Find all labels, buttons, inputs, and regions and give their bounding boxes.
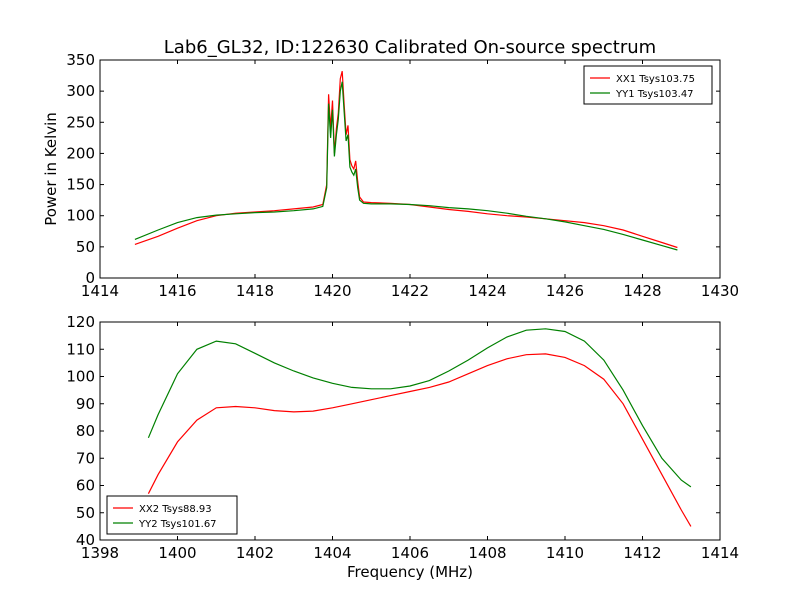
x-tick-label: 1402 xyxy=(236,544,274,562)
legend-box xyxy=(583,65,713,105)
legend-label: XX2 Tsys88.93 xyxy=(139,504,212,515)
x-tick-label: 1414 xyxy=(701,544,739,562)
y-tick-label: 50 xyxy=(76,238,95,256)
series-line-1 xyxy=(147,353,692,527)
legend-label: YY1 Tsys103.47 xyxy=(615,89,694,100)
y-tick-label: 350 xyxy=(66,51,95,69)
y-tick-label: 250 xyxy=(66,113,95,131)
legend: XX2 Tsys88.93 YY2 Tsys101.67 xyxy=(106,495,238,535)
x-tick-label: 1412 xyxy=(623,544,661,562)
x-axis-label: Frequency (MHz) xyxy=(347,563,473,581)
y-tick-label: 60 xyxy=(76,477,95,495)
x-tick-label: 1398 xyxy=(81,544,119,562)
series-line-2 xyxy=(147,328,692,488)
y-tick-label: 90 xyxy=(76,395,95,413)
y-tick-label: 70 xyxy=(76,449,95,467)
x-tick-label: 1418 xyxy=(236,282,274,300)
x-tick-label: 1410 xyxy=(546,544,584,562)
y-tick-label: 100 xyxy=(66,207,95,225)
legend: XX1 Tsys103.75 YY1 Tsys103.47 xyxy=(583,65,713,105)
x-tick-label: 1414 xyxy=(81,282,119,300)
x-tick-label: 1404 xyxy=(313,544,351,562)
x-tick-label: 1406 xyxy=(391,544,429,562)
y-tick-label: 150 xyxy=(66,176,95,194)
x-tick-label: 1426 xyxy=(546,282,584,300)
x-tick-label: 1428 xyxy=(623,282,661,300)
legend-box xyxy=(106,495,238,535)
series-line-2 xyxy=(134,81,678,251)
y-axis-label: Power in Kelvin xyxy=(42,112,60,226)
y-tick-label: 100 xyxy=(66,368,95,386)
legend-label: XX1 Tsys103.75 xyxy=(616,74,695,85)
y-tick-label: 40 xyxy=(76,531,95,549)
x-tick-label: 1416 xyxy=(158,282,196,300)
y-tick-label: 110 xyxy=(66,340,95,358)
figure-title: Lab6_GL32, ID:122630 Calibrated On-sourc… xyxy=(164,37,656,58)
y-tick-label: 0 xyxy=(85,269,95,287)
y-tick-label: 200 xyxy=(66,144,95,162)
x-tick-label: 1424 xyxy=(468,282,506,300)
y-tick-label: 300 xyxy=(66,82,95,100)
top-spectrum-plot: 1414 1416 1418 1420 1422 1424 1426 1428 1430 0 50 1… xyxy=(42,51,739,300)
y-tick-label: 120 xyxy=(66,313,95,331)
y-tick-label: 80 xyxy=(76,422,95,440)
x-tick-label: 1420 xyxy=(313,282,351,300)
y-tick-label: 50 xyxy=(76,504,95,522)
legend-label: YY2 Tsys101.67 xyxy=(138,519,217,530)
x-tick-label: 1422 xyxy=(391,282,429,300)
x-tick-label: 1400 xyxy=(158,544,196,562)
bottom-spectrum-plot: 1398 1400 1402 1404 1406 1408 1410 1412 1414 40 50… xyxy=(66,313,739,581)
x-tick-label: 1430 xyxy=(701,282,739,300)
x-tick-label: 1408 xyxy=(468,544,506,562)
